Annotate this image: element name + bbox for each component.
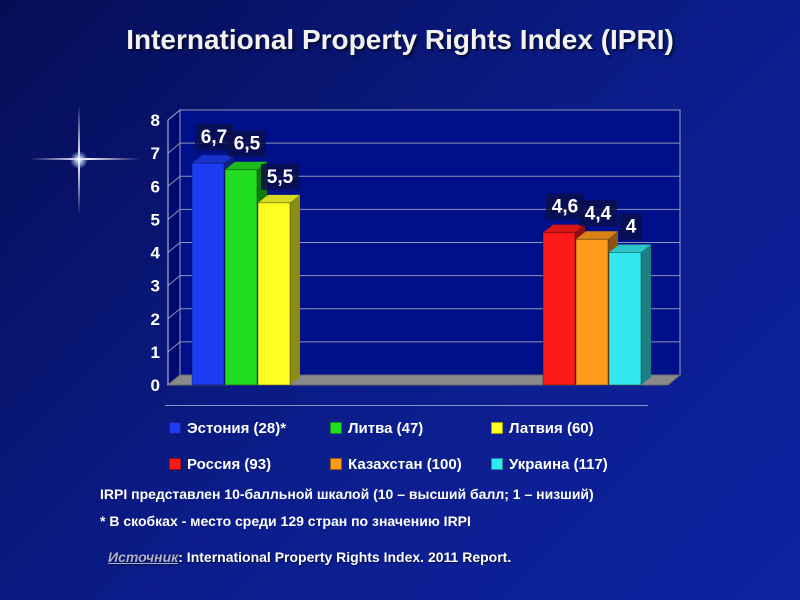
data-label: 5,5	[267, 167, 294, 188]
legend-label: Казахстан (100)	[348, 456, 462, 473]
data-label: 4,6	[552, 197, 578, 218]
gridline-side	[167, 242, 181, 253]
bar	[191, 162, 225, 386]
lens-flare-center	[70, 151, 88, 169]
bar	[542, 232, 576, 386]
legend-item: Казахстан (100)	[330, 456, 462, 473]
bar-top	[258, 194, 300, 203]
data-label-plate	[195, 124, 233, 151]
legend-item: Латвия (60)	[491, 420, 594, 437]
bar-top	[576, 231, 618, 240]
data-label: 4,4	[585, 203, 612, 224]
legend-label: Литва (47)	[348, 420, 424, 437]
y-tick-label: 0	[151, 376, 160, 395]
bar-chart: 0 1 2 3 4 5 6 7 8 6,7 6,5 5,5 4,6 4,4 4	[151, 108, 682, 395]
bar	[224, 169, 258, 386]
gridline-side	[167, 275, 181, 287]
legend-label: Эстония (28)*	[187, 420, 287, 437]
y-tick-label: 8	[151, 111, 160, 130]
legend-label: Латвия (60)	[509, 420, 594, 437]
data-label: 6,7	[201, 127, 227, 148]
y-tick-label: 4	[151, 244, 161, 263]
y-tick-label: 1	[151, 343, 160, 362]
legend-label: Украина (117)	[509, 456, 608, 473]
source-line: Источник: International Property Rights …	[108, 549, 511, 565]
data-label-plate	[546, 193, 584, 220]
bar	[608, 252, 642, 386]
y-tick-label: 3	[151, 277, 160, 296]
y-tick-label: 5	[151, 210, 160, 229]
bar-side	[290, 194, 300, 385]
legend-item: Литва (47)	[330, 420, 423, 437]
gridline-side	[167, 208, 181, 220]
data-label-plate	[620, 213, 642, 240]
bar-top	[543, 224, 585, 233]
legend-item: Россия (93)	[169, 456, 271, 473]
bar-top	[225, 161, 267, 170]
legend-swatch	[330, 458, 342, 470]
y-tick-label: 2	[151, 310, 160, 329]
gridline-side	[167, 142, 181, 154]
legend-swatch	[491, 422, 503, 434]
bar-top	[609, 244, 651, 253]
gridline-side	[167, 308, 181, 320]
data-label-plate	[228, 130, 266, 157]
data-label-plate	[261, 163, 299, 190]
bar	[575, 238, 609, 386]
gridline-side	[167, 109, 181, 121]
legend-item: Эстония (28)*	[169, 420, 286, 437]
legend-swatch	[491, 458, 503, 470]
legend-label: Россия (93)	[187, 456, 272, 473]
note-rank: * В скобках - место среди 129 стран по з…	[100, 513, 471, 529]
bar-side	[641, 244, 651, 385]
data-label: 4	[626, 217, 637, 238]
legend-swatch	[330, 422, 342, 434]
y-tick-label: 6	[151, 177, 160, 196]
legend-swatch	[169, 458, 181, 470]
legend-item: Украина (117)	[491, 456, 608, 473]
bar-top	[192, 155, 234, 164]
gridline-side	[167, 175, 181, 187]
page-title: International Property Rights Index (IPR…	[126, 24, 674, 55]
legend-divider	[165, 405, 648, 406]
y-tick-label: 7	[151, 144, 160, 163]
bar	[257, 202, 291, 386]
source-text: : International Property Rights Index. 2…	[178, 549, 512, 565]
gridline-side	[167, 341, 181, 353]
legend-swatch	[169, 422, 181, 434]
source-label: Источник	[108, 549, 179, 565]
data-label-plate	[579, 200, 617, 227]
data-label: 6,5	[234, 134, 261, 155]
note-scale: IRPI представлен 10-балльной шкалой (10 …	[100, 486, 594, 502]
